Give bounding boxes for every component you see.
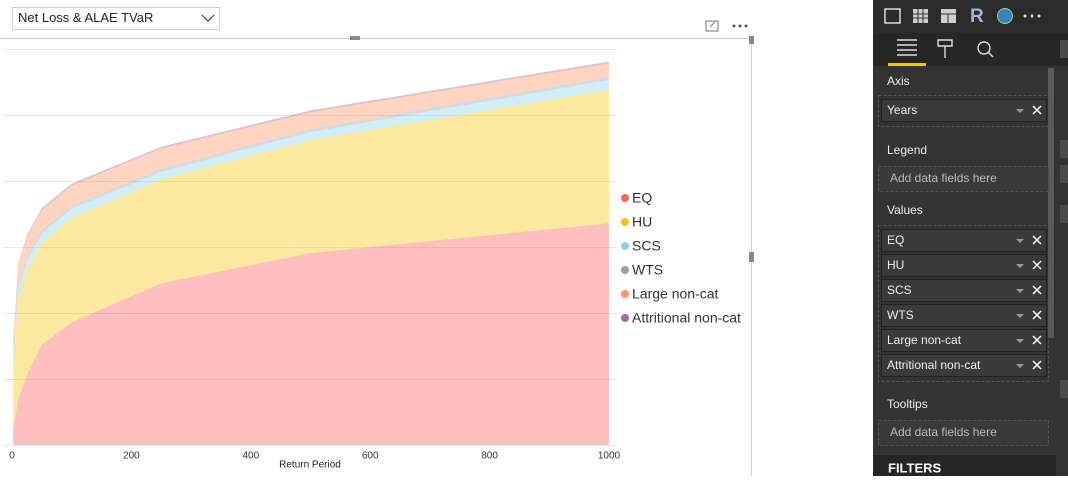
field-dropdown[interactable] bbox=[1016, 239, 1024, 243]
focus-mode-icon[interactable] bbox=[705, 20, 719, 32]
legend-label[interactable]: HU bbox=[632, 214, 652, 230]
x-tick-label: 600 bbox=[362, 451, 379, 462]
more-options[interactable] bbox=[732, 24, 748, 28]
field-remove[interactable] bbox=[1032, 235, 1042, 245]
area bbox=[13, 223, 610, 445]
resize-handle[interactable] bbox=[749, 36, 754, 44]
legend-marker bbox=[621, 266, 629, 274]
well-title: Tooltips bbox=[887, 397, 928, 411]
dropdown[interactable] bbox=[12, 7, 220, 30]
legend-marker bbox=[621, 314, 629, 322]
field-pill[interactable] bbox=[881, 304, 1047, 327]
filters-title: FILTERS bbox=[888, 460, 942, 475]
area bbox=[13, 89, 610, 430]
legend-label[interactable]: EQ bbox=[632, 190, 652, 206]
field-name[interactable]: Years bbox=[887, 103, 917, 117]
well-title: Axis bbox=[887, 74, 910, 88]
scrollbar[interactable] bbox=[1048, 68, 1054, 338]
drop-zone[interactable] bbox=[878, 420, 1049, 446]
legend-marker bbox=[621, 242, 629, 250]
x-axis-title: Return Period bbox=[279, 460, 341, 471]
field-pill[interactable] bbox=[881, 99, 1047, 122]
field-remove[interactable] bbox=[1032, 360, 1042, 370]
field-name[interactable]: Attritional non-cat bbox=[887, 358, 981, 372]
legend-marker bbox=[621, 218, 629, 226]
field-dropdown[interactable] bbox=[1016, 264, 1024, 268]
tab-icons[interactable] bbox=[897, 39, 994, 58]
well-box bbox=[878, 95, 1049, 127]
r-visual-icon[interactable]: R bbox=[970, 6, 984, 27]
visual-icons[interactable] bbox=[884, 8, 1041, 24]
collapsed-pane-icons bbox=[1060, 40, 1068, 398]
field-wells: Axis Years Legend Add data fields here Value… bbox=[878, 74, 1049, 446]
field-remove[interactable] bbox=[1032, 105, 1042, 115]
drop-zone[interactable] bbox=[878, 166, 1049, 192]
chart: 0 200 400 600 800 1000 Return Period EQ HU SCS WTS… bbox=[4, 49, 741, 471]
well-title: Legend bbox=[887, 143, 927, 157]
field-remove[interactable] bbox=[1032, 285, 1042, 295]
field-name[interactable]: Large non-cat bbox=[887, 333, 962, 347]
area bbox=[13, 63, 610, 364]
field-remove[interactable] bbox=[1032, 335, 1042, 345]
field-pill[interactable] bbox=[881, 279, 1047, 302]
active-tab-indicator bbox=[888, 63, 926, 66]
area bbox=[13, 80, 610, 376]
x-tick-label: 1000 bbox=[598, 451, 621, 462]
field-remove[interactable] bbox=[1032, 260, 1042, 270]
legend-marker bbox=[621, 290, 629, 298]
x-tick-label: 0 bbox=[9, 451, 15, 462]
resize-handle[interactable] bbox=[350, 36, 360, 40]
field-name[interactable]: WTS bbox=[887, 308, 914, 322]
field-pill[interactable] bbox=[881, 229, 1047, 252]
resize-handle[interactable] bbox=[749, 252, 754, 262]
legend-label[interactable]: SCS bbox=[632, 238, 661, 254]
dropdown-arrow[interactable] bbox=[201, 14, 215, 22]
field-name[interactable]: EQ bbox=[887, 233, 904, 247]
legend-label[interactable]: Attritional non-cat bbox=[632, 310, 741, 326]
well-title: Values bbox=[887, 203, 923, 217]
field-remove[interactable] bbox=[1032, 310, 1042, 320]
visual-toolbar bbox=[873, 0, 1068, 33]
field-pill[interactable] bbox=[881, 354, 1047, 377]
field-name[interactable]: SCS bbox=[887, 283, 912, 297]
dropdown-label: Net Loss & ALAE TVaR bbox=[18, 10, 153, 25]
drop-zone-placeholder: Add data fields here bbox=[890, 171, 997, 185]
filters-bar bbox=[873, 455, 1056, 476]
x-tick-label: 800 bbox=[481, 451, 498, 462]
legend-label[interactable]: Large non-cat bbox=[632, 286, 719, 302]
x-tick-label: 400 bbox=[242, 451, 259, 462]
field-dropdown[interactable] bbox=[1016, 339, 1024, 343]
legend-label[interactable]: WTS bbox=[632, 262, 663, 278]
drop-zone-placeholder: Add data fields here bbox=[890, 425, 997, 439]
field-dropdown[interactable] bbox=[1016, 109, 1024, 113]
field-name[interactable]: HU bbox=[887, 258, 904, 272]
field-pill[interactable] bbox=[881, 254, 1047, 277]
field-dropdown[interactable] bbox=[1016, 314, 1024, 318]
field-dropdown[interactable] bbox=[1016, 364, 1024, 368]
field-dropdown[interactable] bbox=[1016, 289, 1024, 293]
well-box bbox=[878, 225, 1049, 382]
field-pill[interactable] bbox=[881, 329, 1047, 352]
x-tick-label: 200 bbox=[123, 451, 140, 462]
legend-marker bbox=[621, 194, 629, 202]
